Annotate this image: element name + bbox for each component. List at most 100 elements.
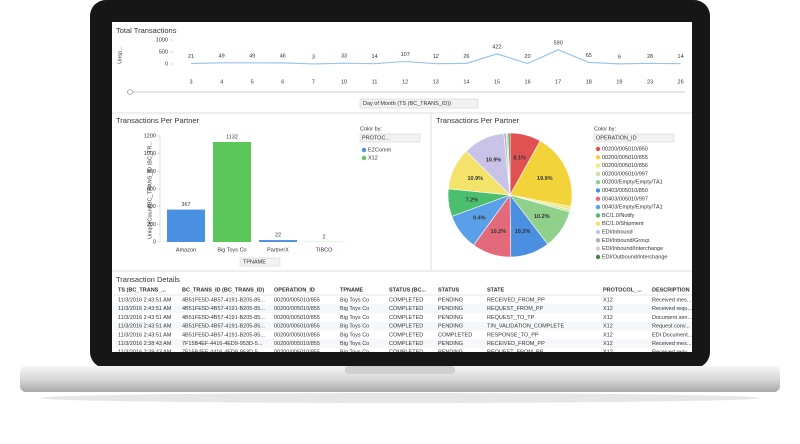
column-header: STATE	[487, 287, 505, 293]
column-header: TPNAME	[340, 287, 364, 293]
panel-title: Transactions Per Partner	[116, 116, 200, 125]
legend-label: 00403/005010/997	[602, 196, 648, 202]
legend-marker	[361, 155, 367, 161]
slice-label: 19.9%	[537, 176, 553, 182]
table-cell: RECEIVED_FROM_PP	[487, 297, 545, 303]
pie-slice	[507, 132, 511, 196]
x-tick-label: 15	[494, 79, 500, 85]
table-cell: 4B51FE5D-4B57-4191-B205-85...	[182, 315, 265, 321]
table-cell: Received mes...	[652, 341, 692, 347]
legend-marker	[595, 163, 601, 168]
column-header: STATUS	[438, 287, 460, 293]
table-cell: X12	[603, 306, 613, 312]
table-cell: 11/3/2016 2:43:51 AM	[118, 315, 172, 321]
data-label: 65	[586, 53, 592, 59]
panel-title: Total Transactions	[116, 26, 177, 35]
table-cell: RECEIVED_FROM_PP	[487, 341, 545, 347]
table-cell: 4B51FE5D-4B57-4191-B205-85...	[182, 306, 265, 312]
data-label: 49	[249, 53, 255, 59]
legend-marker	[361, 147, 367, 153]
data-label: 14	[678, 54, 684, 60]
y-tick-label: 1000	[144, 151, 156, 157]
legend-label: 00200/005010/856	[602, 163, 648, 169]
table-cell: Received requ...	[652, 350, 693, 356]
data-label: 107	[401, 52, 410, 58]
legend-label: EDI/Inbound/Group	[602, 238, 649, 244]
legend-label: BC/1.0/Shipment	[602, 221, 644, 227]
data-label: 1132	[226, 134, 238, 140]
legend-label: 00200/005010/997	[602, 171, 648, 177]
legend-marker	[595, 246, 601, 251]
legend-marker	[595, 171, 601, 177]
legend-marker	[595, 155, 601, 160]
table-cell: 4B51FE5D-4B57-4191-B205-85...	[182, 332, 265, 338]
pie-slice	[509, 140, 573, 207]
legend-label: 00200/Empty/Empty/TA1	[602, 180, 663, 186]
trackpad-notch	[345, 366, 455, 374]
table-cell: 11/3/2016 2:38:43 AM	[118, 350, 172, 356]
bar	[213, 142, 251, 242]
table-cell: Big Toys Co	[340, 332, 369, 338]
dashboard: Total Transactions Transactions Per Part…	[112, 26, 693, 356]
data-label: 20	[525, 54, 531, 60]
color-by-selector[interactable]	[359, 133, 421, 143]
x-tick-label: TIBCO	[316, 247, 334, 253]
table-cell: COMPLETED	[389, 350, 423, 356]
laptop-base	[20, 366, 780, 392]
x-tick-label: 19	[616, 79, 622, 85]
screen	[112, 22, 692, 352]
panel-title: Transaction Details	[116, 275, 180, 284]
table-cell: 00200/005010/855	[274, 306, 320, 312]
slider-handle[interactable]	[127, 89, 133, 95]
y-tick-label: 500	[159, 49, 168, 55]
y-tick-label: 0	[153, 239, 156, 245]
x-tick-label: 26	[678, 79, 684, 85]
legend-label: 00403/Empty/Empty/TA1	[602, 205, 663, 211]
y-tick-label: 800	[147, 169, 156, 175]
row-stripe	[114, 304, 692, 314]
table-cell: PENDING	[438, 297, 463, 303]
column-header: BC_TRANS_ID (BC_TRANS_ID)	[182, 287, 264, 293]
x-tick-label: 14	[463, 79, 469, 85]
legend-marker	[595, 180, 601, 185]
color-by-selector[interactable]	[593, 133, 675, 143]
x-tick-label: 13	[433, 79, 439, 85]
table-cell: REQUEST_TO_TP	[487, 315, 535, 321]
table-cell: 00200/005010/855	[274, 315, 320, 321]
x-tick-label: PartnerX	[267, 247, 289, 253]
table-cell: X12	[603, 315, 613, 321]
data-label: 2	[322, 234, 325, 240]
table-cell: 7F15B4EF-4416-4ED9-953D-5...	[182, 341, 263, 347]
data-label: 26	[463, 54, 469, 60]
data-label: 22	[275, 233, 281, 239]
table-cell: REQUEST_FROM_PP	[487, 306, 544, 312]
table-cell: X12	[603, 341, 613, 347]
slice-label: 7.2%	[466, 197, 479, 203]
table-cell: Big Toys Co	[340, 297, 369, 303]
column-header: PROTOCOL_...	[603, 287, 642, 293]
table-cell: Request conv...	[652, 324, 690, 330]
bar	[167, 209, 205, 242]
slice-label: 8.1%	[513, 155, 526, 161]
color-by: OPERATION_ID	[596, 135, 637, 141]
x-tick-label: 23	[647, 79, 653, 85]
x-tick-label: 12	[402, 79, 408, 85]
column-header: OPERATION_ID	[274, 287, 315, 293]
axis-selector[interactable]	[359, 98, 479, 109]
y-tick-label: 1000	[156, 37, 168, 43]
legend-marker	[595, 188, 601, 193]
table-cell: PENDING	[438, 341, 463, 347]
data-label: 422	[492, 44, 501, 50]
data-label: 33	[341, 54, 347, 60]
table-cell: 00200/005010/855	[274, 324, 320, 330]
x-axis-label: TPNAME	[243, 259, 266, 265]
column-header: STATUS (BC...	[389, 287, 427, 293]
legend-label: BC/1.0/Notify	[602, 213, 635, 219]
table-cell: COMPLETED	[438, 332, 472, 338]
table-cell: Received mes...	[652, 297, 692, 303]
table-cell: COMPLETED	[389, 315, 423, 321]
axis-selector[interactable]	[239, 257, 281, 267]
data-label: 3	[312, 54, 315, 60]
table-cell: COMPLETED	[389, 341, 423, 347]
